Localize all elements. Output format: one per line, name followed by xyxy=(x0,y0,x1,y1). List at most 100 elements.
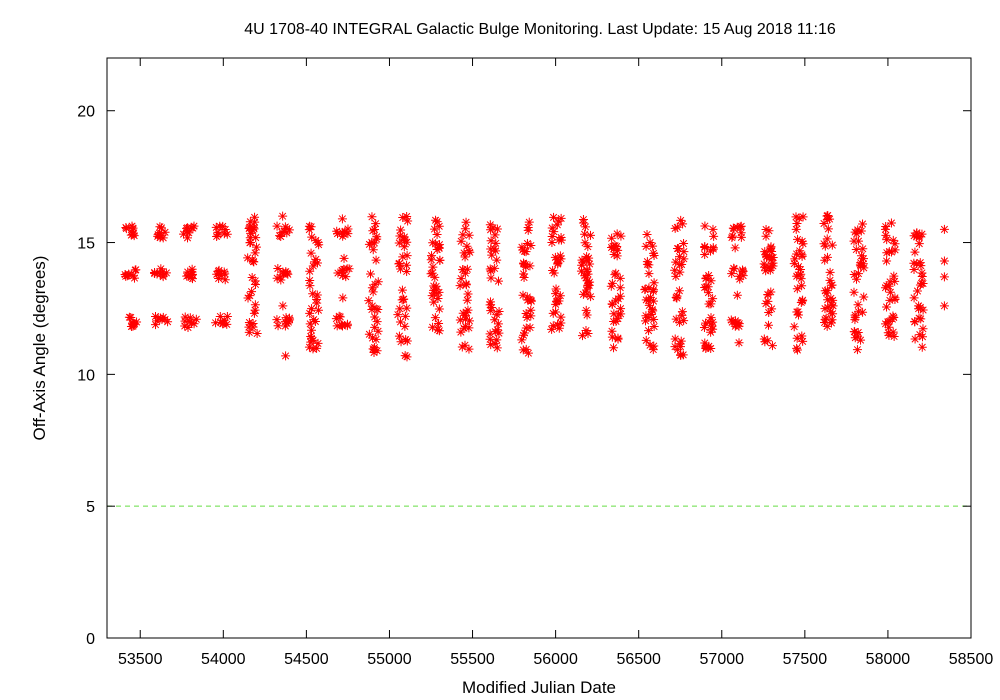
data-point xyxy=(556,312,566,322)
data-point xyxy=(581,305,591,315)
data-point xyxy=(679,316,689,326)
data-point xyxy=(312,298,322,308)
data-point xyxy=(547,223,557,233)
data-point xyxy=(313,305,323,315)
data-point xyxy=(823,295,833,305)
data-point xyxy=(492,255,502,265)
data-point xyxy=(939,272,949,282)
data-point xyxy=(889,331,899,341)
data-point xyxy=(699,322,709,332)
data-point xyxy=(218,221,228,231)
data-point xyxy=(243,293,253,303)
data-point xyxy=(486,273,496,283)
data-point xyxy=(186,273,196,283)
data-point xyxy=(556,232,566,242)
data-point xyxy=(819,218,829,228)
data-point xyxy=(368,226,378,236)
data-point xyxy=(584,280,594,290)
data-point xyxy=(580,238,590,248)
data-point xyxy=(649,322,659,332)
data-point xyxy=(494,328,504,338)
data-point xyxy=(521,247,531,257)
data-point xyxy=(736,232,746,242)
data-point xyxy=(555,251,565,261)
data-point xyxy=(645,340,655,350)
data-point xyxy=(761,231,771,241)
data-point xyxy=(706,276,716,286)
data-point xyxy=(798,239,808,249)
data-point xyxy=(526,296,536,306)
data-point xyxy=(372,232,382,242)
data-point xyxy=(487,250,497,260)
data-point xyxy=(462,241,472,251)
data-point xyxy=(616,231,626,241)
data-point xyxy=(124,269,134,279)
data-point xyxy=(583,269,593,279)
data-point xyxy=(882,235,892,245)
data-point xyxy=(577,331,587,341)
data-point xyxy=(734,338,744,348)
data-point xyxy=(796,297,806,307)
data-point xyxy=(485,264,495,274)
data-point xyxy=(334,311,344,321)
data-point xyxy=(522,238,532,248)
data-point xyxy=(492,310,502,320)
data-point xyxy=(764,226,774,236)
data-point xyxy=(458,265,468,275)
data-point xyxy=(852,345,862,355)
data-point xyxy=(826,318,836,328)
data-point xyxy=(853,236,863,246)
data-point xyxy=(342,321,352,331)
data-point xyxy=(403,216,413,226)
data-point xyxy=(644,283,654,293)
data-point xyxy=(820,286,830,296)
data-point xyxy=(649,278,659,288)
data-point xyxy=(250,305,260,315)
data-point xyxy=(183,271,193,281)
data-point xyxy=(184,228,194,238)
data-point xyxy=(613,245,623,255)
data-point xyxy=(580,229,590,239)
data-point xyxy=(492,224,502,234)
data-point xyxy=(460,268,470,278)
data-point xyxy=(554,216,564,226)
data-point xyxy=(373,277,383,287)
data-point xyxy=(151,320,161,330)
data-point xyxy=(732,290,742,300)
data-point xyxy=(158,270,168,280)
data-point xyxy=(823,302,833,312)
data-point xyxy=(460,252,470,262)
data-point xyxy=(373,326,383,336)
data-point xyxy=(823,224,833,234)
data-point xyxy=(305,281,315,291)
data-point xyxy=(372,317,382,327)
data-point xyxy=(648,296,658,306)
data-point xyxy=(430,313,440,323)
data-point xyxy=(338,231,348,241)
data-point xyxy=(884,247,894,257)
data-point xyxy=(670,334,680,344)
data-point xyxy=(707,321,717,331)
data-point xyxy=(736,228,746,238)
data-point xyxy=(885,287,895,297)
data-point xyxy=(671,314,681,324)
data-point xyxy=(402,352,412,362)
data-point xyxy=(432,230,442,240)
data-point xyxy=(396,225,406,235)
data-point xyxy=(581,273,591,283)
data-point xyxy=(338,293,348,303)
data-point xyxy=(883,328,893,338)
data-point xyxy=(612,241,622,251)
data-point xyxy=(583,276,593,286)
data-point xyxy=(678,219,688,229)
data-point xyxy=(768,261,778,271)
data-point xyxy=(305,308,315,318)
data-point xyxy=(251,242,261,252)
data-point xyxy=(182,227,192,237)
data-point xyxy=(152,269,162,279)
data-point xyxy=(428,238,438,248)
data-point xyxy=(792,307,802,317)
data-point xyxy=(458,308,468,318)
data-point xyxy=(463,305,473,315)
data-point xyxy=(700,338,710,348)
